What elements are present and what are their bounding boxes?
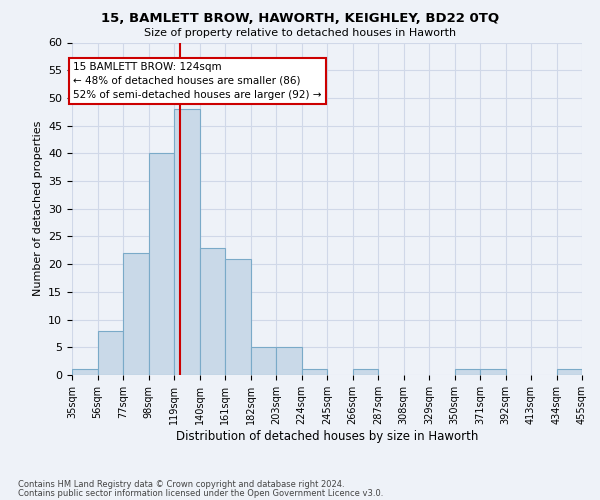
Bar: [302, 370, 327, 375]
Text: 15, BAMLETT BROW, HAWORTH, KEIGHLEY, BD22 0TQ: 15, BAMLETT BROW, HAWORTH, KEIGHLEY, BD2…: [101, 12, 499, 26]
Bar: [582, 370, 600, 375]
Text: 15 BAMLETT BROW: 124sqm
← 48% of detached houses are smaller (86)
52% of semi-de: 15 BAMLETT BROW: 124sqm ← 48% of detache…: [73, 62, 322, 100]
Bar: [123, 253, 149, 375]
Bar: [174, 109, 200, 375]
X-axis label: Distribution of detached houses by size in Haworth: Distribution of detached houses by size …: [176, 430, 478, 442]
Y-axis label: Number of detached properties: Number of detached properties: [32, 121, 43, 296]
Bar: [225, 258, 251, 375]
Bar: [149, 154, 174, 375]
Text: Size of property relative to detached houses in Haworth: Size of property relative to detached ho…: [144, 28, 456, 38]
Bar: [276, 348, 302, 375]
Text: Contains public sector information licensed under the Open Government Licence v3: Contains public sector information licen…: [18, 488, 383, 498]
Bar: [480, 370, 506, 375]
Bar: [557, 370, 582, 375]
Text: Contains HM Land Registry data © Crown copyright and database right 2024.: Contains HM Land Registry data © Crown c…: [18, 480, 344, 489]
Bar: [200, 248, 225, 375]
Bar: [251, 348, 276, 375]
Bar: [72, 370, 97, 375]
Bar: [97, 330, 123, 375]
Bar: [353, 370, 378, 375]
Bar: [455, 370, 480, 375]
